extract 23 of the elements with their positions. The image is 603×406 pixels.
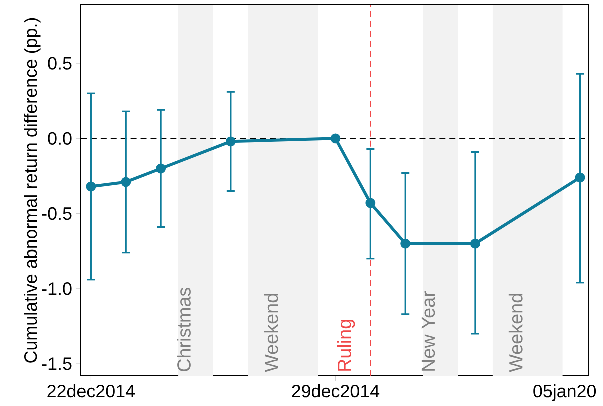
band-label: Weekend — [508, 294, 523, 372]
point — [470, 238, 480, 249]
point — [400, 238, 411, 249]
point — [366, 198, 376, 208]
point — [156, 164, 166, 174]
band-label: Weekend — [264, 294, 278, 372]
ref-line-label: Ruling — [338, 320, 356, 371]
x-tick-label: 29dec2014 — [292, 384, 380, 398]
band-label: New Year — [422, 291, 436, 371]
point — [86, 182, 96, 192]
point — [226, 136, 236, 147]
y-tick-label: -1.5 — [42, 358, 72, 370]
y-tick-label: 0.5 — [48, 57, 72, 70]
x-tick-label: 05jan20 — [534, 384, 596, 402]
y-tick-label: 0.0 — [48, 132, 72, 146]
point — [330, 134, 341, 144]
band-label: Christmas — [177, 288, 191, 372]
y-tick-label: -0.5 — [42, 207, 72, 220]
point — [575, 172, 586, 183]
x-tick-label: 22dec2014 — [48, 384, 136, 398]
y-tick-label: -1.0 — [42, 282, 72, 296]
y-axis-title: Cumulative abnormal return difference (pp.) — [24, 18, 41, 363]
point — [121, 177, 132, 188]
